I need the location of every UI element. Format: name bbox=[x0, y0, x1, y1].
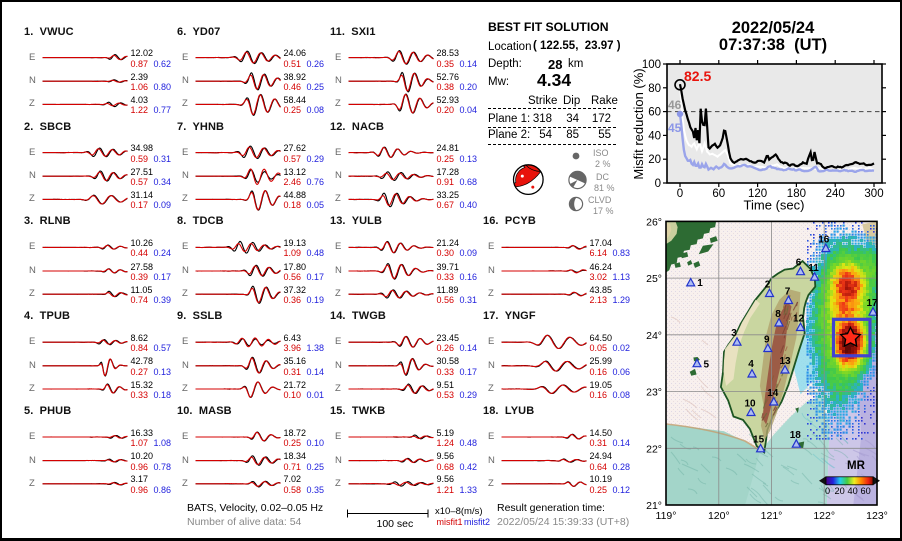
svg-text:82.5: 82.5 bbox=[684, 68, 711, 84]
svg-text:3: 3 bbox=[731, 328, 737, 339]
svg-text:81 %: 81 % bbox=[594, 183, 615, 193]
svg-text:24°: 24° bbox=[646, 330, 662, 342]
svg-text:40: 40 bbox=[648, 130, 661, 142]
svg-text:2 %: 2 % bbox=[595, 159, 611, 169]
svg-text:14: 14 bbox=[767, 388, 779, 399]
svg-text:60: 60 bbox=[648, 107, 661, 119]
svg-text:8: 8 bbox=[775, 309, 781, 320]
svg-text:5: 5 bbox=[704, 360, 710, 371]
svg-text:misfit1: misfit1 bbox=[437, 517, 463, 527]
svg-text:60: 60 bbox=[712, 188, 725, 200]
svg-text:x10–8(m/s): x10–8(m/s) bbox=[435, 506, 483, 517]
svg-text:120: 120 bbox=[748, 188, 767, 200]
svg-text:Misfit reduction (%): Misfit reduction (%) bbox=[631, 68, 646, 179]
svg-text:121°: 121° bbox=[761, 510, 783, 522]
svg-text:6: 6 bbox=[796, 258, 802, 269]
svg-text:21°: 21° bbox=[646, 500, 662, 512]
svg-text:100 sec: 100 sec bbox=[377, 518, 414, 530]
svg-text:2: 2 bbox=[765, 279, 771, 290]
svg-text:15: 15 bbox=[753, 435, 765, 446]
svg-text:22°: 22° bbox=[646, 443, 662, 455]
svg-text:100: 100 bbox=[642, 59, 661, 71]
svg-text:CLVD: CLVD bbox=[588, 195, 612, 205]
svg-text:23°: 23° bbox=[646, 387, 662, 399]
svg-text:18: 18 bbox=[790, 430, 802, 441]
svg-text:13: 13 bbox=[779, 356, 791, 367]
svg-text:7: 7 bbox=[785, 286, 791, 297]
svg-text:46: 46 bbox=[668, 98, 682, 112]
svg-text:0: 0 bbox=[655, 178, 661, 190]
svg-text:0: 0 bbox=[677, 188, 683, 200]
svg-text:10: 10 bbox=[744, 398, 756, 409]
svg-text:17 %: 17 % bbox=[593, 206, 614, 216]
svg-text:240: 240 bbox=[826, 188, 845, 200]
svg-text:misfit2: misfit2 bbox=[464, 517, 490, 527]
svg-text:Time (sec): Time (sec) bbox=[744, 198, 805, 213]
svg-text:16: 16 bbox=[818, 234, 830, 245]
svg-text:122°: 122° bbox=[813, 510, 835, 522]
svg-text:12: 12 bbox=[793, 313, 805, 324]
svg-text:26°: 26° bbox=[646, 216, 662, 228]
svg-text:DC: DC bbox=[596, 172, 609, 182]
svg-text:20: 20 bbox=[835, 486, 845, 496]
svg-text:80: 80 bbox=[648, 83, 661, 95]
svg-text:9: 9 bbox=[764, 334, 770, 345]
svg-text:11: 11 bbox=[808, 263, 819, 274]
svg-text:60: 60 bbox=[861, 486, 871, 496]
svg-text:180: 180 bbox=[787, 188, 806, 200]
svg-text:40: 40 bbox=[848, 486, 858, 496]
svg-text:120°: 120° bbox=[708, 510, 730, 522]
svg-text:1: 1 bbox=[697, 278, 703, 289]
svg-text:25°: 25° bbox=[646, 273, 662, 285]
svg-text:20: 20 bbox=[648, 154, 661, 166]
svg-text:123°: 123° bbox=[866, 510, 888, 522]
svg-text:0: 0 bbox=[825, 486, 830, 496]
svg-text:ISO: ISO bbox=[593, 148, 609, 158]
svg-text:17: 17 bbox=[866, 298, 878, 309]
svg-text:119°: 119° bbox=[656, 510, 677, 522]
svg-text:4: 4 bbox=[748, 359, 754, 370]
svg-text:MR: MR bbox=[847, 460, 866, 472]
svg-text:45: 45 bbox=[668, 121, 682, 135]
svg-text:300: 300 bbox=[864, 188, 883, 200]
